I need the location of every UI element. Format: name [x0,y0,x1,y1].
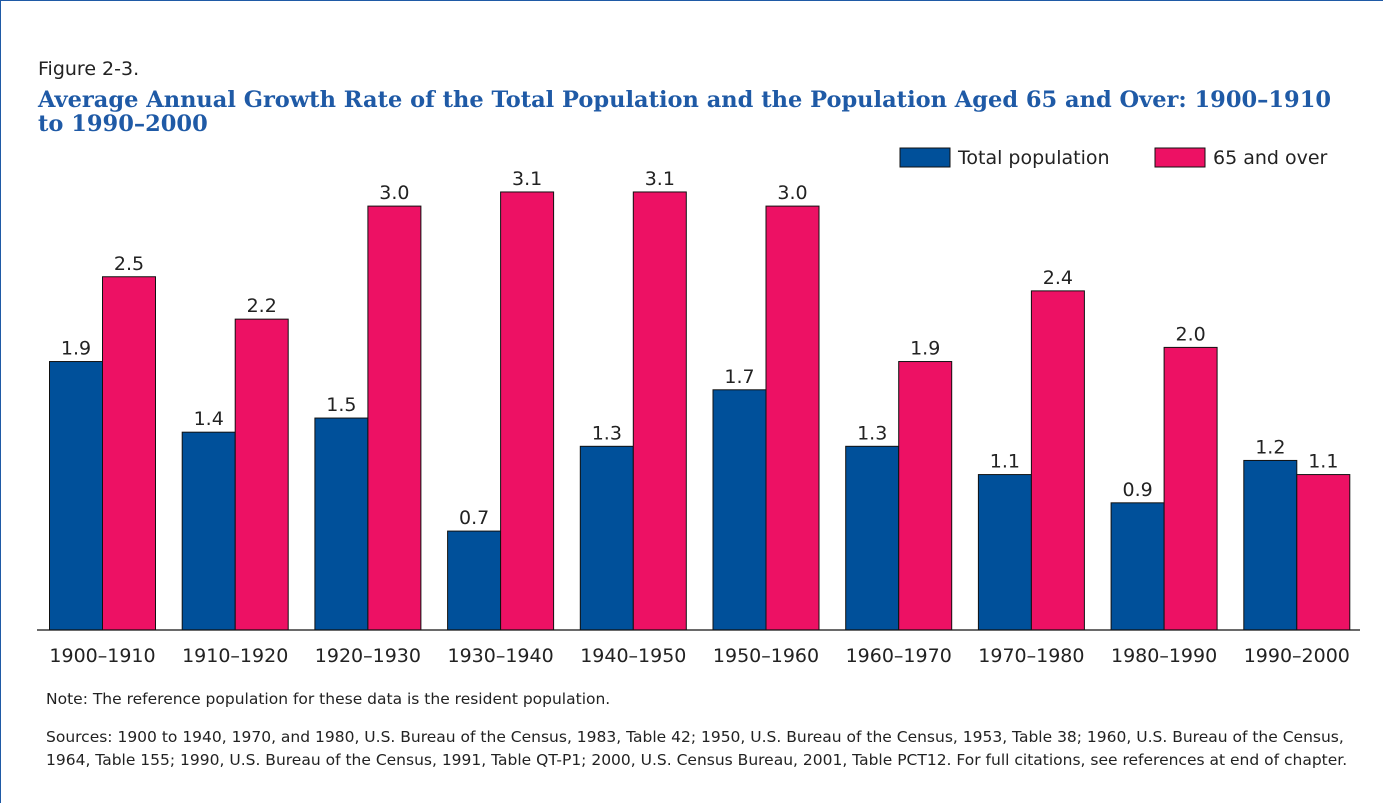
x-tick-label: 1910–1920 [182,645,288,667]
data-label: 1.4 [194,408,224,430]
data-label: 0.9 [1122,479,1152,501]
data-label: 1.1 [990,451,1020,473]
note: Note: The reference population for these… [46,690,611,708]
bar [632,191,687,631]
data-label: 1.9 [61,338,91,360]
data-label: 3.1 [512,168,542,190]
legend-label: Total population [957,147,1110,169]
bar [102,276,156,631]
bar [367,205,422,631]
x-tick-label: 1970–1980 [978,645,1084,667]
bar [1243,459,1298,631]
bar [845,445,900,631]
bar [49,361,103,631]
bar [447,530,502,631]
data-label: 1.7 [724,366,754,388]
x-tick-label: 1980–1990 [1111,645,1217,667]
data-label: 1.3 [592,422,622,444]
data-label: 1.2 [1255,436,1285,458]
x-tick-label: 1900–1910 [49,645,155,667]
figure-label: Figure 2-3. [38,58,140,80]
data-label: 2.5 [114,253,144,275]
data-label: 3.0 [379,182,409,204]
bar [977,474,1032,631]
bar [765,205,820,631]
bar [1296,474,1351,631]
legend-swatch [1154,147,1206,168]
data-label: 2.0 [1175,323,1205,345]
x-tick-label: 1960–1970 [846,645,952,667]
data-label: 1.1 [1308,451,1338,473]
bar [712,389,767,631]
x-tick-label: 1920–1930 [315,645,421,667]
bar [181,431,236,631]
sources: Sources: 1900 to 1940, 1970, and 1980, U… [46,728,1348,769]
bar [234,318,289,631]
bar [579,445,634,631]
data-label: 1.3 [857,422,887,444]
data-label: 2.2 [247,295,277,317]
bar [314,417,369,631]
x-tick-label: 1940–1950 [580,645,686,667]
data-label: 3.0 [777,182,807,204]
data-label: 0.7 [459,507,489,529]
data-label: 1.9 [910,338,940,360]
bar [500,191,555,631]
x-tick-label: 1930–1940 [447,645,553,667]
legend-label: 65 and over [1213,147,1328,169]
x-tick-label: 1950–1960 [713,645,819,667]
data-label: 2.4 [1043,267,1073,289]
data-label: 3.1 [645,168,675,190]
bar [1030,290,1085,631]
bar [898,361,953,631]
legend-swatch [899,147,951,168]
x-tick-label: 1990–2000 [1244,645,1350,667]
bar [1110,502,1165,631]
chart-title: Average Annual Growth Rate of the Total … [38,87,1332,137]
data-label: 1.5 [326,394,356,416]
bar [1163,346,1218,631]
